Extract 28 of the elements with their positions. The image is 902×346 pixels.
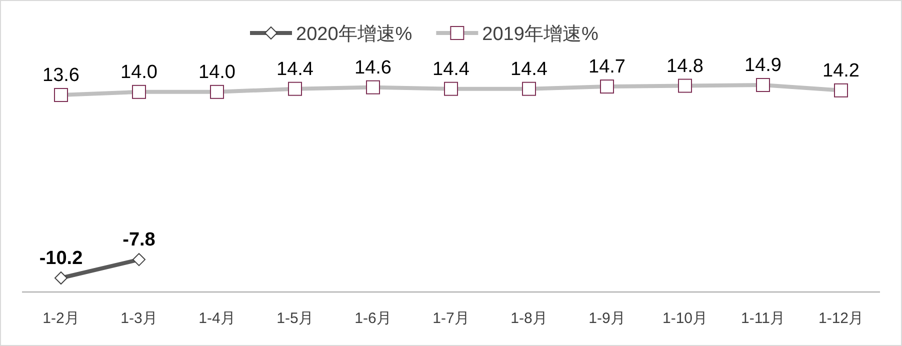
data-label: -10.2	[39, 248, 83, 269]
x-tick-label: 1-4月	[198, 310, 236, 327]
data-label: 14.0	[120, 62, 158, 83]
x-tick-label: 1-8月	[510, 310, 548, 327]
x-tick-label: 1-3月	[120, 310, 158, 327]
x-tick-label: 1-5月	[276, 310, 314, 327]
x-tick-label: 1-7月	[432, 310, 470, 327]
data-label: 14.4	[432, 58, 470, 80]
data-label: 14.6	[354, 57, 392, 78]
data-label: 14.9	[744, 55, 782, 76]
data-label: -7.8	[122, 230, 156, 251]
data-label: 14.8	[666, 56, 704, 77]
x-tick-label: 1-11月	[741, 310, 785, 327]
data-label: 14.4	[510, 58, 548, 80]
data-label: 13.6	[42, 64, 80, 86]
legend-label: 2020年增速%	[296, 24, 412, 45]
data-label: 14.2	[822, 60, 860, 82]
data-label: 14.0	[198, 62, 236, 83]
x-tick-label: 1-12月	[818, 310, 864, 327]
legend-label: 2019年增速%	[482, 24, 598, 45]
x-tick-label: 1-2月	[42, 310, 80, 327]
x-tick-label: 1-9月	[588, 310, 626, 327]
x-tick-label: 1-10月	[662, 310, 708, 327]
data-label: 14.4	[276, 58, 314, 80]
point	[54, 272, 68, 284]
data-label: 14.7	[588, 56, 626, 78]
x-tick-label: 1-6月	[354, 310, 392, 327]
point	[132, 253, 146, 266]
